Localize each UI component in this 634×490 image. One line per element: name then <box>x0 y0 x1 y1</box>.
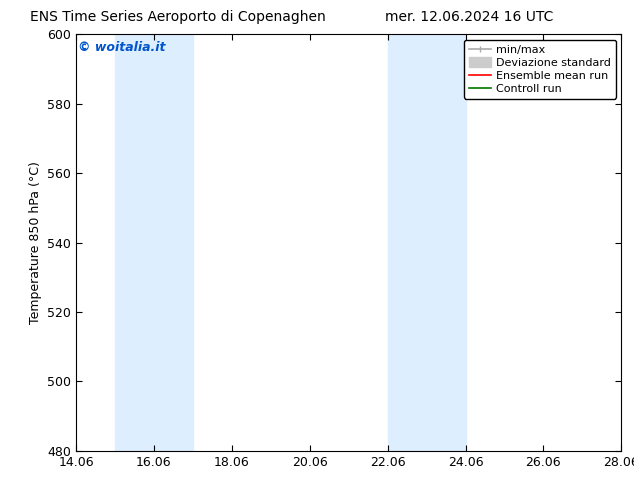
Text: ENS Time Series Aeroporto di Copenaghen: ENS Time Series Aeroporto di Copenaghen <box>30 10 325 24</box>
Y-axis label: Temperature 850 hPa (°C): Temperature 850 hPa (°C) <box>29 161 42 324</box>
Text: mer. 12.06.2024 16 UTC: mer. 12.06.2024 16 UTC <box>385 10 553 24</box>
Text: © woitalia.it: © woitalia.it <box>78 41 165 54</box>
Bar <box>115 34 193 451</box>
Bar <box>387 34 465 451</box>
Legend: min/max, Deviazione standard, Ensemble mean run, Controll run: min/max, Deviazione standard, Ensemble m… <box>464 40 616 98</box>
